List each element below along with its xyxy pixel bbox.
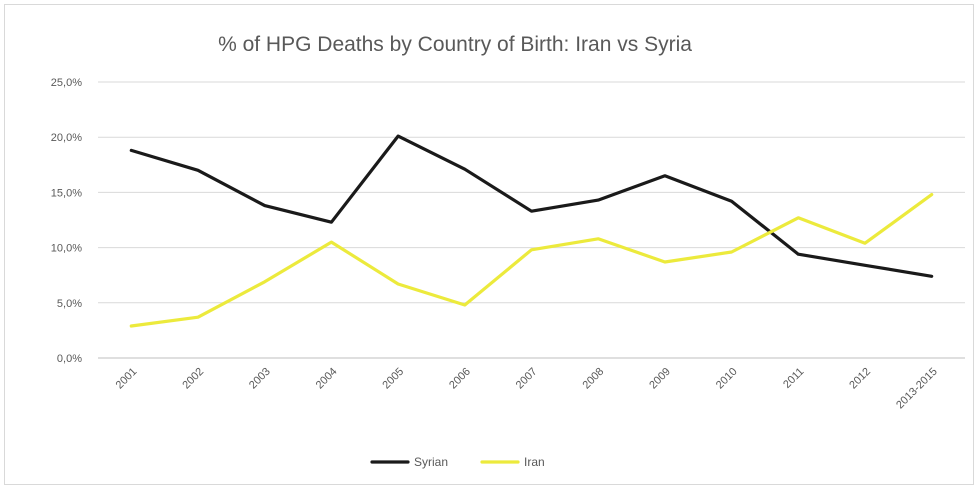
y-tick-label: 15,0% [51, 187, 82, 199]
x-tick-label: 2013-2015 [894, 366, 940, 412]
legend: Syrian Iran [370, 455, 545, 469]
x-tick-label: 2011 [781, 366, 806, 391]
x-tick-label: 2010 [714, 366, 740, 392]
x-tick-label: 2007 [514, 366, 540, 392]
y-tick-label: 10,0% [51, 243, 82, 255]
x-tick-label: 2009 [647, 366, 673, 392]
x-tick-label: 2004 [314, 366, 340, 392]
grid-lines [98, 81, 965, 359]
chart-frame [4, 4, 974, 485]
y-axis-tick-labels: 0,0% 5,0% 10,0% 15,0% 20,0% 25,0% [51, 77, 82, 365]
legend-label-syrian: Syrian [414, 455, 448, 469]
x-tick-label: 2008 [581, 366, 607, 392]
x-axis-tick-labels: 2001 2002 2003 2004 2005 2006 2007 2008 2009 2010… [114, 366, 940, 412]
series-line-syrian [129, 134, 934, 278]
series-lines [129, 134, 934, 328]
y-tick-label: 20,0% [51, 132, 82, 144]
legend-label-iran: Iran [524, 455, 545, 469]
x-tick-label: 2012 [847, 366, 873, 392]
x-tick-label: 2005 [380, 366, 406, 392]
series-line-iran [129, 193, 934, 328]
x-tick-label: 2006 [447, 366, 473, 392]
y-tick-label: 25,0% [51, 77, 82, 89]
y-tick-label: 5,0% [57, 298, 82, 310]
x-tick-label: 2003 [247, 366, 273, 392]
x-tick-label: 2001 [114, 366, 140, 392]
y-tick-label: 0,0% [57, 353, 82, 365]
chart-title: % of HPG Deaths by Country of Birth: Ira… [218, 33, 692, 56]
x-tick-label: 2002 [180, 366, 206, 392]
